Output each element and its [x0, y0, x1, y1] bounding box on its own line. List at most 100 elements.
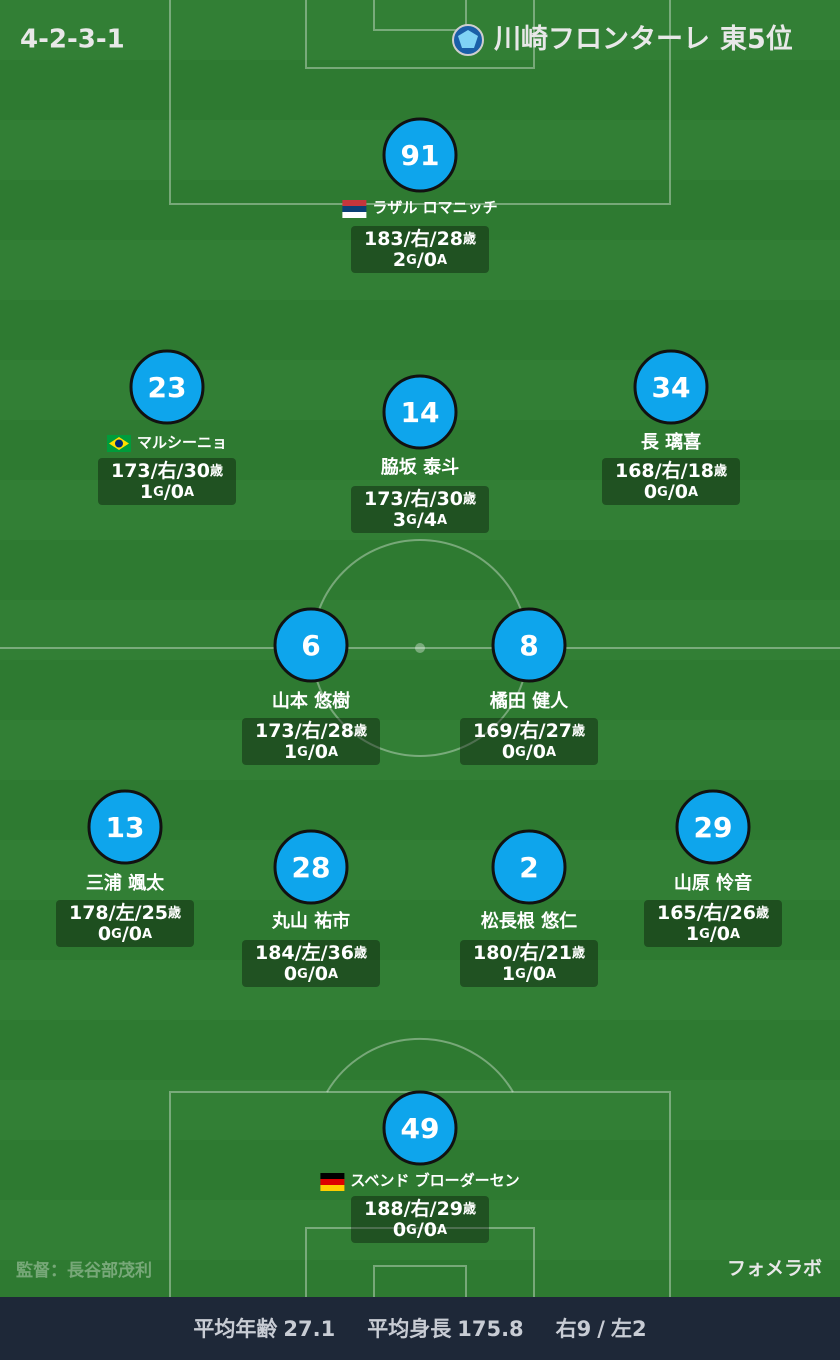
- team-name: 川崎フロンターレ: [494, 24, 710, 55]
- foot: 右: [703, 901, 723, 924]
- age-unit: 歳: [354, 723, 367, 739]
- assists-unit: A: [437, 1223, 447, 1238]
- goals-unit: G: [297, 745, 308, 760]
- player-number: 2: [519, 851, 538, 884]
- foot: 左: [116, 901, 135, 924]
- flag-globe: [114, 439, 123, 448]
- avg-age-label: 平均年齢: [193, 1317, 278, 1341]
- goals-unit: G: [406, 1223, 417, 1238]
- stats-line: 178/左/25歳: [69, 901, 181, 924]
- player-name: マルシーニョ: [137, 434, 227, 452]
- goals: 1: [140, 481, 153, 503]
- stats-box: [460, 718, 598, 765]
- stats-line: 169/右/27歳: [473, 719, 585, 742]
- stats-line: 184/左/36歳: [255, 941, 367, 964]
- brand: フォメラボ: [727, 1258, 822, 1280]
- player-number: 29: [694, 811, 733, 844]
- assists-unit: A: [730, 927, 740, 942]
- player-name: 山原 怜音: [674, 872, 752, 894]
- goals: 0: [502, 741, 515, 763]
- stats-box: [644, 900, 782, 947]
- separator: /: [135, 902, 142, 924]
- separator: /: [122, 923, 129, 945]
- goals: 0: [644, 481, 657, 503]
- player-name: 脇坂 泰斗: [381, 456, 459, 478]
- goals: 2: [393, 249, 406, 271]
- age: 26: [730, 902, 756, 924]
- player-number: 14: [401, 396, 440, 429]
- age-unit: 歳: [354, 945, 367, 961]
- separator: /: [308, 741, 315, 763]
- right-label: 右: [556, 1317, 577, 1341]
- foot: 右: [410, 227, 430, 250]
- stats-line: 183/右/28歳: [364, 227, 476, 250]
- goals-unit: G: [515, 745, 526, 760]
- stats-line: 0G/0A: [284, 963, 338, 985]
- stats-line: 173/右/30歳: [111, 459, 223, 482]
- foot: 右: [661, 459, 681, 482]
- age-unit: 歳: [756, 905, 769, 921]
- avg-age: 27.1: [283, 1317, 335, 1341]
- stats-line: 1G/0A: [686, 923, 740, 945]
- player-name: 松長根 悠仁: [481, 910, 577, 932]
- player-number: 6: [301, 629, 320, 662]
- age-unit: 歳: [572, 945, 585, 961]
- stats-line: 173/右/28歳: [255, 719, 367, 742]
- formation: 4-2-3-1: [20, 25, 125, 55]
- foot: 左: [302, 941, 321, 964]
- flag-stripe: [320, 1185, 345, 1191]
- separator: /: [321, 942, 328, 964]
- separator: /: [417, 509, 424, 531]
- team-emblem: [452, 24, 484, 56]
- age-unit: 歳: [463, 491, 476, 507]
- rank: 東5位: [720, 23, 793, 55]
- foot: 右: [519, 941, 539, 964]
- age-unit: 歳: [714, 463, 727, 479]
- height: 183: [364, 228, 404, 250]
- age: 30: [184, 460, 210, 482]
- player-number: 28: [292, 851, 331, 884]
- assists: 0: [315, 963, 328, 985]
- player-circle: [491, 607, 567, 683]
- goals: 0: [98, 923, 111, 945]
- height: 184: [255, 942, 295, 964]
- stats-line: 0G/0A: [393, 1219, 447, 1241]
- flag-stripe: [320, 1173, 345, 1179]
- separator: /: [668, 481, 675, 503]
- goals: 1: [686, 923, 699, 945]
- assists: 0: [315, 741, 328, 763]
- stats-line: 173/右/30歳: [364, 487, 476, 510]
- player-number: 91: [401, 139, 440, 172]
- stats-line: 1G/0A: [284, 741, 338, 763]
- flag-stripe: [320, 1179, 345, 1185]
- goals: 1: [502, 963, 515, 985]
- stats-box: [351, 1196, 489, 1243]
- assists-unit: A: [437, 253, 447, 268]
- stats-box: [242, 718, 380, 765]
- stats-line: 1G/0A: [502, 963, 556, 985]
- assists-unit: A: [688, 485, 698, 500]
- separator: /: [539, 720, 546, 742]
- separator: /: [417, 1219, 424, 1241]
- player-circle: [633, 349, 709, 425]
- separator: /: [164, 481, 171, 503]
- height: 168: [615, 460, 655, 482]
- height: 173: [364, 488, 404, 510]
- right-count: 9: [577, 1317, 592, 1341]
- goals-unit: G: [657, 485, 668, 500]
- player-name: ラザル ロマニッチ: [372, 199, 497, 217]
- goals: 1: [284, 741, 297, 763]
- goals: 0: [284, 963, 297, 985]
- separator: /: [526, 963, 533, 985]
- stats-box: [98, 458, 236, 505]
- stats-line: 1G/0A: [140, 481, 194, 503]
- age: 28: [328, 720, 354, 742]
